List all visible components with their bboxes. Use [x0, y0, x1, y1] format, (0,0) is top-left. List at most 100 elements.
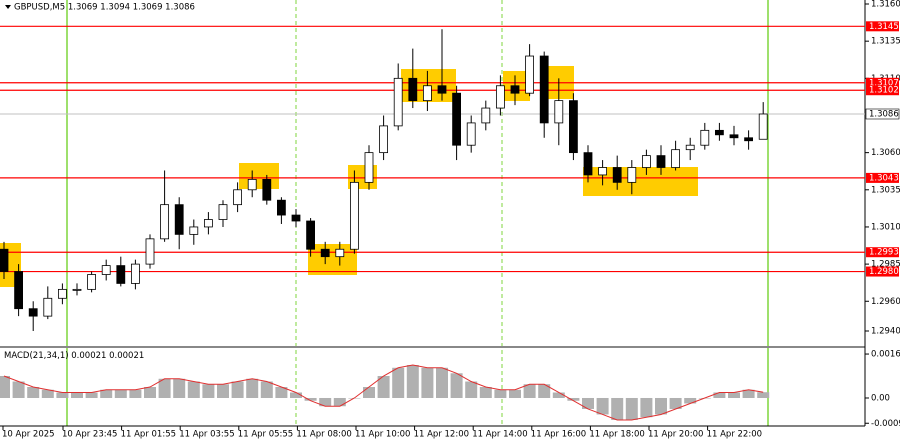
candle-body: [276, 199, 286, 216]
candle-body: [335, 248, 345, 258]
level-box: [866, 266, 899, 277]
candle-body: [466, 122, 476, 146]
candle-body: [612, 167, 622, 183]
candle-body: [14, 271, 24, 310]
candle-body: [525, 55, 534, 94]
macd-bar: [187, 381, 200, 398]
x-tick-label: 11 Apr 08:00: [296, 430, 351, 440]
macd-bar: [436, 367, 448, 398]
candle-body: [495, 85, 505, 109]
macd-bar: [56, 392, 69, 398]
zone: [239, 163, 279, 189]
x-tick-label: 11 Apr 14:00: [472, 430, 527, 440]
macd-bar: [260, 381, 273, 398]
macd-bar: [728, 392, 740, 398]
macd-bar: [0, 376, 10, 398]
macd-title: MACD(21,34,1): [4, 351, 69, 361]
candle-body: [700, 129, 710, 146]
macd-bar: [684, 397, 697, 404]
y-tick-label: 0.0016: [871, 350, 900, 360]
macd-bar: [304, 397, 317, 401]
macd-value: 0.00021: [71, 351, 106, 361]
x-tick-label: 11 Apr 10:00: [355, 430, 410, 440]
current-price-label: 1.3086: [869, 109, 899, 119]
candle-body: [160, 204, 170, 240]
macd-bar: [144, 387, 156, 398]
candle-body: [729, 134, 739, 139]
zone: [308, 244, 357, 275]
macd-bar: [202, 384, 215, 398]
candle-body: [203, 219, 213, 228]
level-label: 1.2980: [869, 267, 899, 277]
macd-bar: [363, 387, 375, 398]
macd-bar: [377, 376, 390, 398]
macd-bar: [479, 387, 492, 398]
macd-bar: [217, 384, 229, 398]
candle-body: [569, 100, 578, 154]
candle-body: [408, 77, 418, 102]
candle-body: [233, 189, 243, 206]
x-tick-label: 10 Apr 2025: [2, 430, 55, 440]
symbol-header: GBPUSD,M5 1.3069 1.3094 1.3069 1.3086: [14, 3, 195, 13]
macd-bar: [85, 392, 98, 398]
macd-bar: [757, 392, 770, 398]
candle-body: [247, 178, 257, 191]
macd-bar: [114, 389, 127, 398]
y-tick-label: 1.2960: [871, 297, 900, 307]
candle-body: [218, 204, 228, 220]
candle-body: [744, 137, 753, 142]
level-label: 1.3043: [869, 173, 899, 183]
macd-bar: [275, 387, 288, 398]
macd-bar: [406, 365, 419, 398]
macd-bar: [333, 397, 346, 407]
x-tick-label: 11 Apr 12:00: [414, 430, 469, 440]
x-tick-label: 11 Apr 03:55: [179, 430, 234, 440]
y-tick-label: 1.3160: [871, 0, 900, 10]
macd-bar: [523, 384, 536, 398]
level-box: [866, 77, 899, 88]
macd-bar: [465, 381, 478, 398]
macd-header: MACD(21,34,1) 0.00021 0.00021: [4, 351, 144, 361]
x-tick-label: 10 Apr 23:45: [62, 430, 117, 440]
candle-body: [598, 167, 607, 176]
macd-bar: [319, 397, 332, 407]
macd-bar: [158, 378, 171, 398]
level-box: [866, 21, 899, 32]
macd-bar: [41, 389, 54, 398]
x-tick-label: 11 Apr 16:00: [531, 430, 586, 440]
candle-body: [437, 85, 447, 94]
candle-body: [393, 77, 403, 127]
level-box: [866, 247, 899, 258]
candle-body: [28, 308, 38, 317]
macd-bar: [509, 389, 521, 398]
level-label: 1.3102: [869, 86, 899, 96]
candle-body: [101, 265, 111, 275]
macd-bar: [12, 381, 25, 398]
macd-bar: [669, 397, 682, 409]
macd-bar: [655, 397, 667, 415]
macd-bar: [552, 392, 565, 398]
x-tick-label: 11 Apr 05:55: [238, 430, 293, 440]
macd-bar: [71, 392, 83, 398]
candle-body: [715, 129, 724, 136]
candle-body: [58, 288, 67, 299]
x-tick-label: 11 Apr 22:00: [707, 430, 762, 440]
macd-bar: [611, 397, 624, 420]
macd-bar: [421, 367, 434, 398]
candle-body: [671, 149, 680, 168]
candle-body: [758, 113, 768, 140]
macd-bar: [713, 392, 726, 398]
candle-body: [539, 55, 549, 124]
macd-bar: [290, 392, 302, 398]
macd-bar: [246, 378, 259, 398]
macd-bar: [129, 389, 142, 398]
y-tick-label: 1.3060: [871, 148, 900, 158]
macd-bar: [494, 389, 507, 398]
candle-body: [43, 297, 53, 317]
macd-bar: [173, 378, 186, 398]
candle-body: [116, 265, 126, 284]
level-label: 1.3145: [869, 22, 899, 32]
candle-body: [685, 144, 695, 151]
candle-body: [174, 204, 184, 235]
